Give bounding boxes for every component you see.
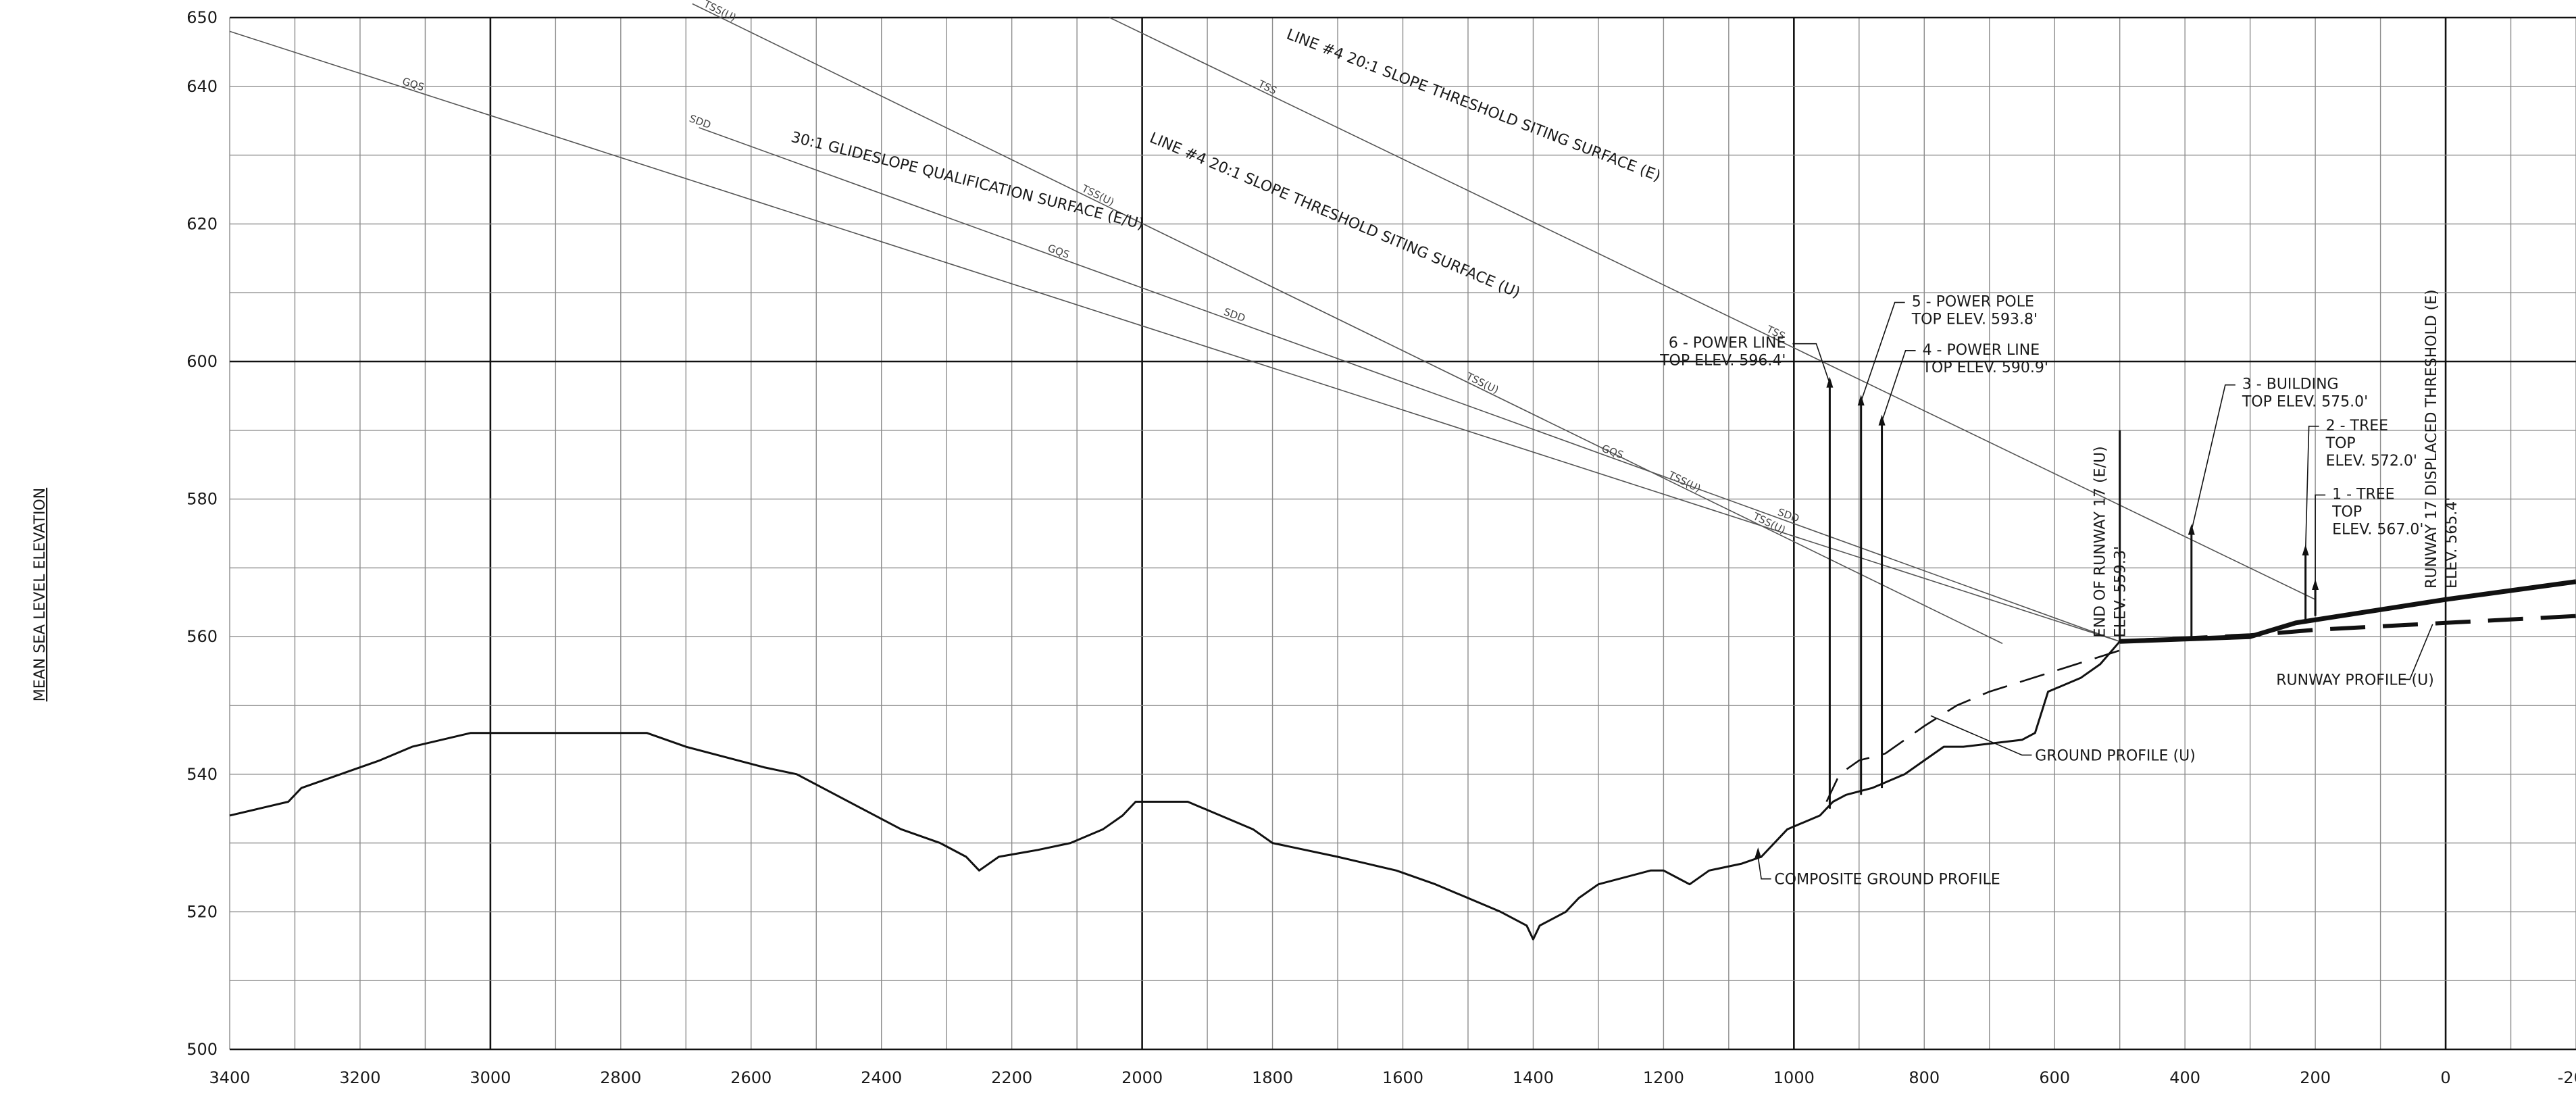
annotation-composite-label: COMPOSITE GROUND PROFILE bbox=[1774, 872, 2000, 889]
x-tick-label: 2400 bbox=[861, 1068, 902, 1087]
x-tick-label: 0 bbox=[2440, 1068, 2450, 1087]
obstacle-label-5: TOP ELEV. 593.8' bbox=[1911, 312, 2038, 328]
series-ground-profile-u bbox=[1825, 641, 2127, 803]
y-tick-label: 600 bbox=[186, 352, 218, 371]
surface-line-tss-u bbox=[692, 3, 2003, 645]
obstacle-label-5: 5 - POWER POLE bbox=[1912, 294, 2034, 311]
y-tick-label: 640 bbox=[186, 77, 218, 96]
y-tick-label: 500 bbox=[186, 1040, 218, 1059]
surface-line-gqs-lower bbox=[699, 127, 2120, 643]
obstacle-leader-4 bbox=[1881, 350, 1916, 422]
x-tick-label: 2000 bbox=[1121, 1068, 1163, 1087]
x-tick-label: 3200 bbox=[339, 1068, 380, 1087]
obstacle-label-3: 3 - BUILDING bbox=[2242, 376, 2339, 393]
leader-runway-u bbox=[2400, 624, 2433, 680]
leader-ground-u bbox=[1930, 715, 2032, 756]
leader-arrowhead bbox=[1826, 376, 1834, 388]
x-tick-label: 3000 bbox=[470, 1068, 511, 1087]
obstacle-label-6: TOP ELEV. 596.4' bbox=[1659, 353, 1786, 370]
marker-elev-displaced-threshold: ELEV. 565.4' bbox=[2444, 497, 2460, 589]
annotation-runway-u-label: RUNWAY PROFILE (U) bbox=[2276, 672, 2434, 689]
marker-elev-end-of-runway: ELEV. 559.3' bbox=[2113, 546, 2129, 637]
obstacle-leader-1 bbox=[2315, 494, 2326, 586]
leader-arrowhead bbox=[2302, 545, 2309, 556]
y-axis-label: MEAN SEA LEVEL ELEVATION bbox=[32, 488, 49, 701]
x-tick-label: 1000 bbox=[1773, 1068, 1815, 1087]
x-tick-label: 1600 bbox=[1382, 1068, 1423, 1087]
obstacle-label-1: ELEV. 567.0' bbox=[2332, 522, 2423, 539]
chart-grid bbox=[229, 16, 2576, 1051]
obstacle-label-1: 1 - TREE bbox=[2332, 487, 2394, 503]
x-tick-label: 2600 bbox=[730, 1068, 772, 1087]
leader-arrowhead bbox=[1754, 847, 1762, 858]
x-tick-label: 3400 bbox=[209, 1068, 250, 1087]
surface-line-gqs-upper bbox=[229, 30, 2120, 643]
annotation-glideslope: 30:1 GLIDESLOPE QUALIFICATION SURFACE (E… bbox=[789, 129, 1145, 233]
obstacle-label-2: TOP bbox=[2325, 435, 2356, 452]
obstacle-label-2: ELEV. 572.0' bbox=[2326, 453, 2417, 470]
y-tick-label: 520 bbox=[186, 902, 218, 921]
leader-composite bbox=[1757, 856, 1771, 880]
leader-arrowhead bbox=[2312, 578, 2319, 590]
x-tick-label: 1200 bbox=[1643, 1068, 1684, 1087]
surface-line-tss-e bbox=[1109, 17, 2316, 600]
leader-arrowhead bbox=[1878, 414, 1886, 426]
obstacle-label-3: TOP ELEV. 575.0' bbox=[2242, 394, 2368, 411]
obstacle-label-1: TOP bbox=[2331, 504, 2362, 521]
profile-series bbox=[229, 579, 2576, 941]
obstacle-label-4: 4 - POWER LINE bbox=[1923, 342, 2040, 359]
obstacle-leader-6 bbox=[1792, 343, 1831, 384]
x-tick-label: 2200 bbox=[991, 1068, 1032, 1087]
x-tick-label: 2800 bbox=[600, 1068, 641, 1087]
surface-tag: TSS(U) bbox=[701, 0, 738, 24]
annotation-line4-tss-e: LINE #4 20:1 SLOPE THRESHOLD SITING SURF… bbox=[1284, 26, 1663, 185]
annotation-ground-u-label: GROUND PROFILE (U) bbox=[2035, 747, 2196, 764]
marker-label-end-of-runway: END OF RUNWAY 17 (E/U) bbox=[2092, 446, 2109, 637]
obstacle-leader-3 bbox=[2191, 384, 2236, 531]
x-tick-label: 600 bbox=[2039, 1068, 2070, 1087]
obstacle-leader-5 bbox=[1860, 301, 1905, 402]
surface-tag: TSS(U) bbox=[1464, 370, 1501, 396]
obstacle-label-6: 6 - POWER LINE bbox=[1669, 335, 1786, 352]
x-tick-label: 1800 bbox=[1252, 1068, 1293, 1087]
y-tick-label: 620 bbox=[186, 214, 218, 233]
y-tick-label: 560 bbox=[186, 627, 218, 646]
leader-arrowhead bbox=[2188, 524, 2195, 535]
marker-label-displaced-threshold: RUNWAY 17 DISPLACED THRESHOLD (E) bbox=[2423, 289, 2440, 589]
x-tick-label: 800 bbox=[1909, 1068, 1940, 1087]
y-tick-label: 580 bbox=[186, 490, 218, 509]
approach-surfaces: GQS TSSTSSTSS(U)TSS(U)TSS(U)TSS(U)TSS(U)S… bbox=[229, 0, 2316, 645]
obstacle-label-4: TOP ELEV. 590.9' bbox=[1922, 359, 2048, 376]
series-composite-ground-profile bbox=[229, 641, 2121, 941]
surface-tag: TSS(U) bbox=[1666, 468, 1703, 495]
y-tick-label: 650 bbox=[186, 8, 218, 27]
series-runway-profile-e bbox=[2119, 579, 2576, 644]
y-tick-label: 540 bbox=[186, 765, 218, 784]
axis-ticks: 3400 3200 3000 2800 2600 2400 2200 2000 1800 1600… bbox=[186, 8, 2576, 1087]
x-tick-label: 400 bbox=[2169, 1068, 2200, 1087]
leader-arrowhead bbox=[1857, 395, 1865, 406]
x-tick-label: -200 bbox=[2558, 1068, 2576, 1087]
x-tick-label: 200 bbox=[2300, 1068, 2331, 1087]
obstacle-leader-2 bbox=[2304, 426, 2319, 552]
obstacle-label-2: 2 - TREE bbox=[2326, 418, 2388, 434]
x-tick-label: 1400 bbox=[1513, 1068, 1554, 1087]
